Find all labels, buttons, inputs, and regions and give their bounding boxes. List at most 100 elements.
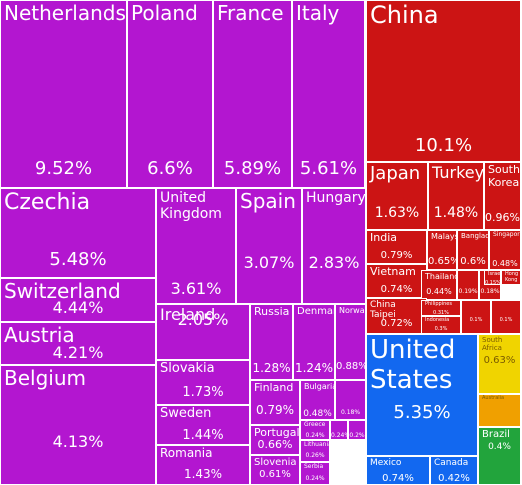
tile-label: Spain [240, 189, 296, 213]
tile-value: 5.48% [49, 249, 107, 270]
tile-label: Philippines [425, 301, 452, 307]
tile-value: 0.42% [438, 473, 470, 484]
tile-label: United States [370, 335, 456, 395]
treemap-tile-south-korea: South Korea 0.96% [484, 162, 521, 230]
tile-label: Mexico [370, 458, 402, 468]
tile-value: 0.18% [340, 409, 361, 416]
tile-value: 1.73% [182, 385, 224, 400]
tile-value: 0.1% [469, 317, 483, 323]
tile-value: 0.88% [336, 361, 366, 372]
treemap-tile-bulgaria: Bulgaria 0.48% [300, 380, 335, 420]
tile-label: Brazil [482, 429, 510, 440]
tile-value: 4.44% [52, 298, 104, 317]
treemap-tile-poland: Poland 6.6% [127, 0, 213, 188]
tile-label: Turkey [432, 163, 484, 182]
tile-label: India [370, 231, 397, 244]
tile-value: 0.79% [255, 403, 295, 417]
tile-value: 1.43% [183, 467, 223, 481]
tile-label: Indonesia [425, 317, 450, 323]
tile-value: 10.1% [414, 135, 473, 156]
treemap-tile-japan: Japan 1.63% [366, 162, 428, 230]
treemap-tile-czechia: Czechia 5.48% [0, 188, 156, 278]
tile-value: 0.61% [259, 469, 291, 480]
treemap-tile-united-kingdom: United Kingdom 3.61% [156, 188, 236, 304]
tile-value: 5.35% [393, 402, 451, 423]
treemap-tile-asia: 0.1% [491, 300, 521, 334]
tile-label: Singapore [493, 231, 521, 238]
tile-value: 0.6% [460, 256, 486, 267]
tile-value: 0.24% [305, 475, 325, 482]
tile-value: 0.15% [485, 280, 501, 285]
tile-value: 0.4% [488, 442, 511, 452]
treemap-tile-slovakia: Slovakia 1.73% [156, 360, 250, 405]
tile-value: 0.48% [303, 409, 332, 419]
treemap-tile-europe: 0.24% [330, 420, 348, 440]
treemap-tile-spain: Spain 3.07% [236, 188, 302, 304]
tile-value: 0.3% [434, 326, 448, 332]
tile-value: 5.89% [223, 158, 282, 179]
tile-value: 2.83% [308, 253, 360, 272]
tile-value: 0.26% [305, 452, 325, 459]
treemap-tile-denmark: Denmark 1.24% [293, 304, 335, 380]
tile-label: Bulgaria [304, 382, 335, 391]
treemap-tile-singapore: Singapore 0.48% [489, 230, 521, 270]
tile-label: Belgium [4, 366, 86, 390]
tile-value: 1.24% [294, 361, 334, 375]
tile-label: Italy [296, 1, 340, 25]
treemap-tile-indonesia: Indonesia 0.3% [421, 316, 461, 334]
tile-label: Japan [370, 163, 421, 184]
treemap-tile-netherlands: Netherlands 9.52% [0, 0, 127, 188]
tile-value: 1.63% [374, 205, 420, 221]
treemap-tile-mexico: Mexico 0.74% [366, 456, 430, 485]
tile-label: Bangladesh [461, 232, 489, 240]
tile-label: Finland [254, 381, 294, 394]
tile-value: 4.21% [52, 343, 104, 362]
treemap-tile-slovenia: Slovenia 0.61% [250, 455, 300, 485]
tile-label: China Taipei [370, 300, 396, 321]
tile-label: Malaysia [431, 232, 456, 241]
tile-value: 0.31% [433, 310, 449, 316]
treemap-tile-russia: Russia 1.28% [250, 304, 293, 380]
tile-label: Serbia [304, 463, 324, 470]
treemap-tile-canada: Canada 0.42% [430, 456, 478, 485]
treemap-tile-asia: 0.19% [457, 270, 479, 300]
tile-label: Romania [160, 446, 213, 460]
treemap-tile-israel: Israel 0.15% [484, 270, 501, 285]
tile-value: 3.07% [243, 253, 295, 272]
tile-label: Hong Kong [505, 271, 519, 283]
treemap-tile-austria: Austria 4.21% [0, 322, 156, 365]
treemap-tile-france: France 5.89% [213, 0, 292, 188]
treemap-tile-bangladesh: Bangladesh 0.6% [457, 230, 489, 270]
tile-value: 0.66% [257, 438, 293, 451]
tile-value: 2.05% [177, 310, 229, 329]
tile-value: 9.52% [34, 158, 93, 179]
tile-label: Norway [339, 306, 365, 315]
tile-label: Vietnam [370, 265, 416, 278]
treemap-tile-china-taipei: China Taipei 0.72% [366, 298, 427, 334]
treemap-tile-india: India 0.79% [366, 230, 427, 264]
tile-label: United Kingdom [160, 190, 222, 223]
tile-label: Netherlands [4, 1, 126, 25]
tile-value: 0.74% [382, 473, 414, 484]
tile-label: Israel [488, 271, 501, 277]
treemap-tile-europe: 0.2% [348, 420, 366, 440]
tile-value: 0.18% [480, 288, 500, 295]
tile-value: 3.61% [170, 279, 222, 298]
tile-label: France [217, 1, 284, 25]
treemap-tile-switzerland: Switzerland 4.44% [0, 278, 156, 322]
tile-value: 1.48% [433, 205, 479, 221]
tile-value: 0.63% [483, 355, 516, 366]
treemap-tile-south-africa: South Africa 0.63% [478, 334, 521, 394]
tile-label: Poland [131, 1, 198, 25]
tile-label: Thailand [425, 272, 457, 281]
treemap-tile-thailand: Thailand 0.44% [421, 270, 457, 300]
treemap-tile-united-states: United States 5.35% [366, 334, 478, 456]
tile-label: Sweden [160, 406, 212, 421]
treemap-tile-philippines: Philippines 0.31% [421, 300, 461, 316]
treemap-tile-malaysia: Malaysia 0.65% [427, 230, 457, 270]
treemap-tile-hong-kong: Hong Kong [501, 270, 521, 285]
tile-label: Ireland [160, 305, 216, 324]
treemap-tile-serbia: Serbia 0.24% [300, 462, 330, 485]
tile-value: 1.28% [252, 361, 291, 375]
